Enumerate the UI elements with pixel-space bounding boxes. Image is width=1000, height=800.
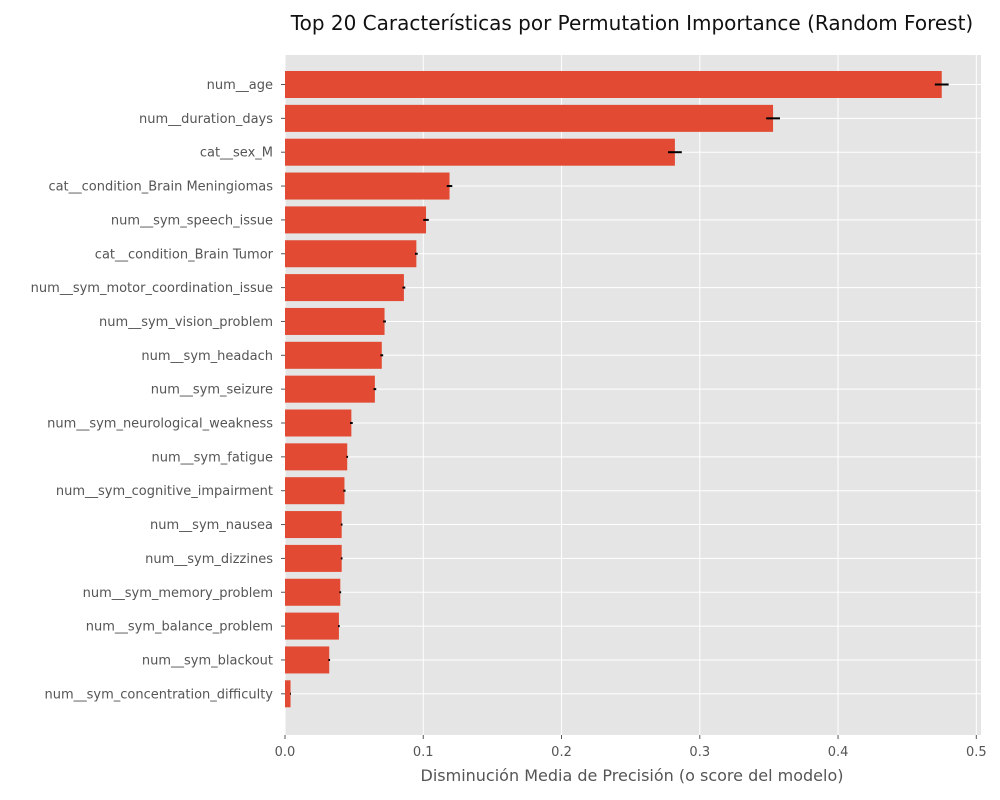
- errorbar-layer: [290, 83, 949, 695]
- bar: [285, 71, 942, 98]
- bar: [285, 104, 774, 132]
- bar: [285, 511, 342, 539]
- x-tick-labels: 0.0 0.1 0.2 0.3 0.4 0.5: [275, 745, 987, 760]
- y-tick-label: num__sym_memory_problem: [83, 586, 273, 601]
- x-tick-label: 0.2: [551, 745, 572, 760]
- bar: [285, 443, 348, 471]
- bar: [285, 307, 385, 335]
- y-tick-label: num__sym_speech_issue: [111, 213, 273, 228]
- y-tick-label: num__sym_balance_problem: [86, 620, 273, 635]
- y-tick-label: num__sym_fatigue: [151, 450, 273, 465]
- bar: [285, 646, 330, 674]
- bar: [285, 206, 427, 234]
- bar-layer: [285, 71, 942, 708]
- bar: [285, 375, 375, 403]
- y-tick-label: num__sym_concentration_difficulty: [44, 687, 273, 702]
- bar: [285, 612, 339, 640]
- y-tick-label: num__sym_vision_problem: [99, 315, 273, 330]
- x-tick-label: 0.0: [275, 745, 296, 760]
- y-tick-label: num__sym_nausea: [150, 518, 273, 533]
- y-tick-label: num__duration_days: [139, 112, 273, 127]
- x-tick-label: 0.1: [413, 745, 434, 760]
- y-tick-labels: num__age num__duration_days cat__sex_M cat_…: [31, 78, 285, 702]
- x-axis-label: Disminución Media de Precisión (o score …: [421, 766, 844, 785]
- bar: [285, 409, 352, 437]
- bar: [285, 138, 675, 166]
- y-tick-label: num__sym_headach: [141, 349, 273, 364]
- bar: [285, 680, 291, 708]
- plot-background: [285, 55, 981, 735]
- bar: [285, 172, 450, 200]
- bar: [285, 341, 382, 369]
- chart-title: Top 20 Características por Permutation I…: [290, 11, 973, 35]
- y-tick-label: num__sym_cognitive_impairment: [56, 484, 273, 499]
- bar: [285, 240, 417, 268]
- y-tick-label: cat__condition_Brain Tumor: [95, 247, 274, 262]
- y-tick-label: num__sym_seizure: [151, 383, 273, 398]
- x-tick-label: 0.4: [828, 745, 849, 760]
- bar: [285, 578, 341, 606]
- bar: [285, 477, 345, 505]
- y-tick-label: num__age: [207, 78, 273, 93]
- bar: [285, 544, 342, 572]
- x-tick-label: 0.5: [966, 745, 987, 760]
- y-tick-label: num__sym_dizzines: [145, 552, 273, 567]
- bar: [285, 274, 404, 302]
- y-tick-label: cat__condition_Brain Meningiomas: [48, 180, 273, 195]
- y-tick-label: num__sym_blackout: [142, 653, 273, 668]
- y-tick-label: cat__sex_M: [200, 146, 273, 161]
- x-tick-label: 0.3: [689, 745, 710, 760]
- y-tick-label: num__sym_neurological_weakness: [47, 417, 273, 432]
- y-tick-label: num__sym_motor_coordination_issue: [31, 281, 273, 296]
